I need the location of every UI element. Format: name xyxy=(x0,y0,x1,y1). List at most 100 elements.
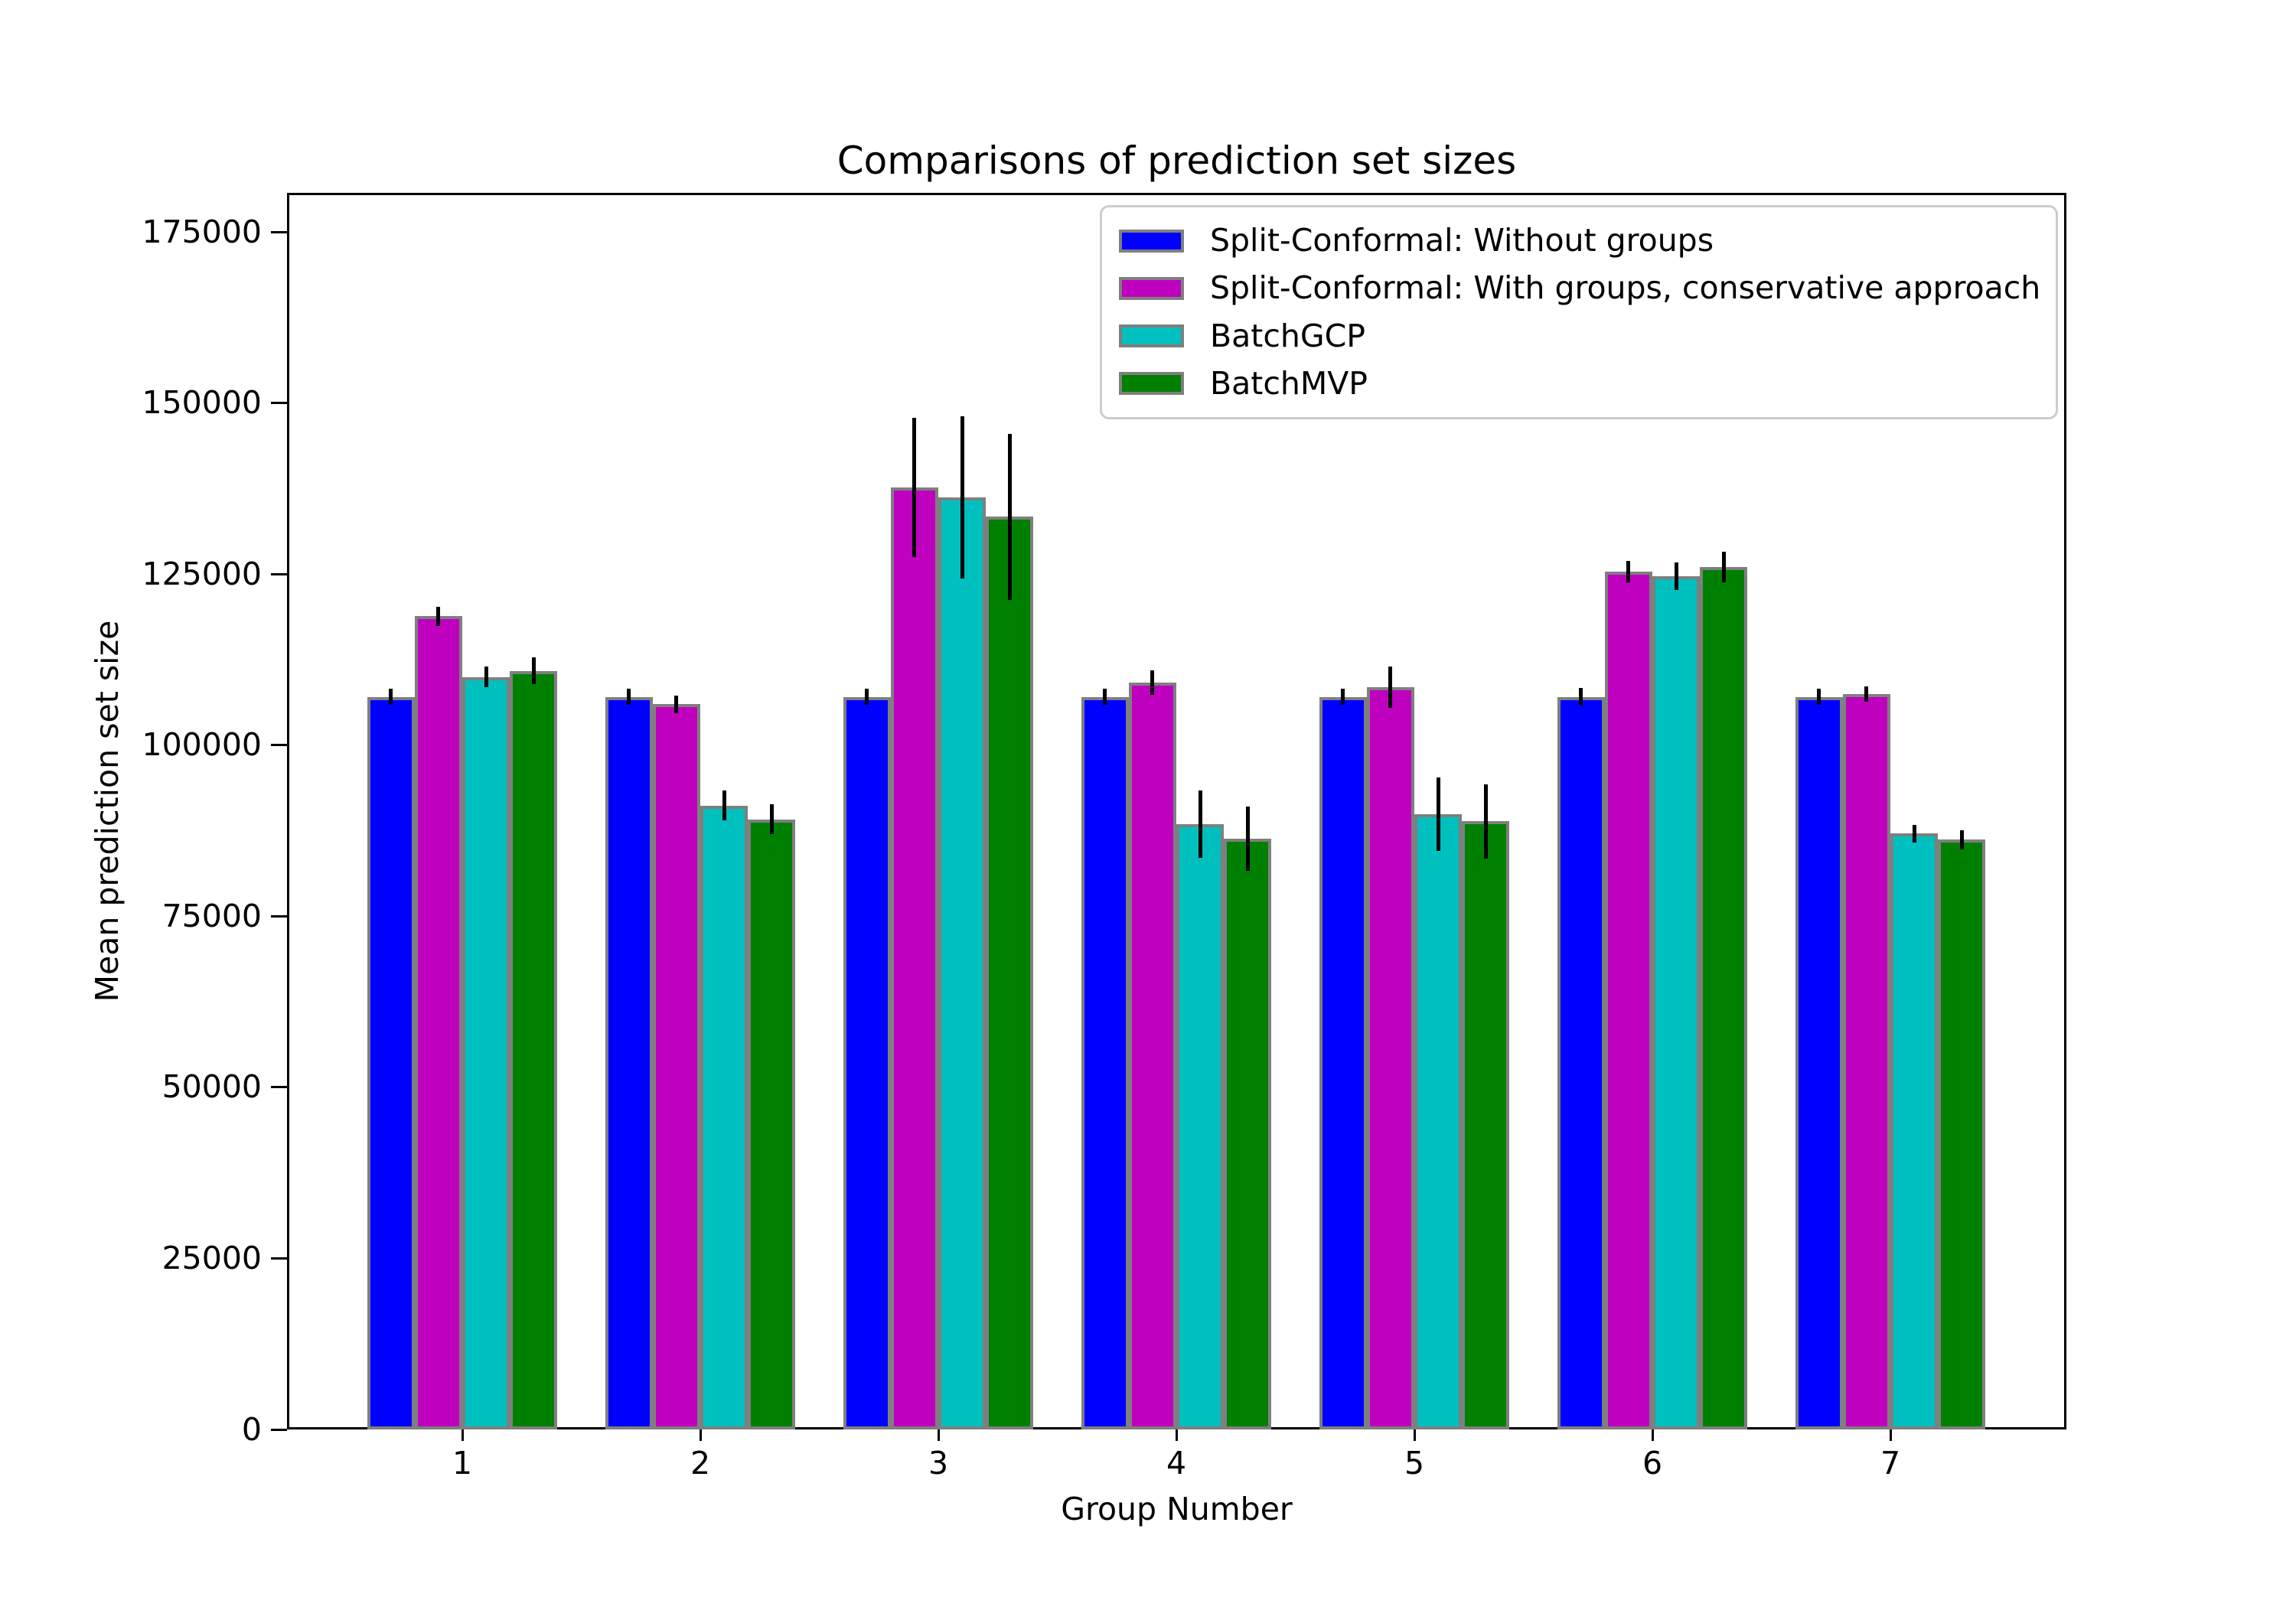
y-tick-label: 25000 xyxy=(161,1239,262,1276)
bar-batchgcp-group-3 xyxy=(938,497,986,1430)
bar-split-conformal-with-groups-conservative-approach-group-4 xyxy=(1128,682,1176,1429)
legend-swatch-icon xyxy=(1119,372,1184,396)
y-tick-mark xyxy=(271,744,287,747)
legend-label: Split-Conformal: With groups, conservati… xyxy=(1210,269,2041,307)
legend-swatch-icon xyxy=(1119,276,1184,300)
error-bar xyxy=(1388,667,1393,708)
legend-row: BatchGCP xyxy=(1119,318,2048,355)
x-tick-label: 6 xyxy=(1642,1445,1663,1482)
y-tick-mark xyxy=(271,1428,287,1431)
legend-label: BatchGCP xyxy=(1210,317,1365,354)
error-bar xyxy=(1483,784,1488,859)
bar-split-conformal-without-groups-group-2 xyxy=(605,696,653,1429)
error-bar xyxy=(389,689,393,705)
error-bar xyxy=(436,606,441,626)
bar-batchgcp-group-4 xyxy=(1176,823,1224,1429)
bar-split-conformal-without-groups-group-3 xyxy=(843,696,891,1429)
error-bar xyxy=(1626,560,1631,583)
bar-split-conformal-with-groups-conservative-approach-group-5 xyxy=(1366,687,1414,1429)
error-bar xyxy=(865,689,869,705)
error-bar xyxy=(1579,688,1583,706)
error-bar xyxy=(484,667,488,687)
bar-split-conformal-with-groups-conservative-approach-group-7 xyxy=(1842,693,1890,1429)
y-tick-label: 150000 xyxy=(142,384,262,422)
error-bar xyxy=(1817,689,1821,705)
x-axis-label: Group Number xyxy=(1061,1491,1293,1527)
error-bar xyxy=(1150,670,1155,695)
y-tick-mark xyxy=(271,914,287,918)
y-tick-label: 75000 xyxy=(161,897,262,934)
bar-split-conformal-without-groups-group-7 xyxy=(1795,696,1843,1429)
error-bar xyxy=(722,790,726,820)
error-bar xyxy=(1864,686,1869,702)
error-bar xyxy=(1245,807,1250,872)
y-tick-label: 0 xyxy=(241,1410,262,1448)
x-tick-mark xyxy=(1175,1429,1178,1441)
y-tick-mark xyxy=(271,572,287,575)
error-bar xyxy=(1959,830,1964,849)
x-tick-mark xyxy=(1413,1429,1416,1441)
x-tick-mark xyxy=(699,1429,702,1441)
bar-split-conformal-without-groups-group-6 xyxy=(1557,696,1605,1429)
y-tick-label: 100000 xyxy=(142,726,262,764)
error-bar xyxy=(1721,551,1726,582)
error-bar xyxy=(1103,689,1107,705)
bar-split-conformal-without-groups-group-4 xyxy=(1081,696,1129,1429)
y-tick-mark xyxy=(271,1257,287,1260)
x-tick-label: 5 xyxy=(1404,1445,1425,1482)
bar-batchgcp-group-7 xyxy=(1890,833,1938,1430)
x-tick-mark xyxy=(1889,1429,1892,1441)
error-bar xyxy=(1674,562,1678,591)
x-tick-label: 3 xyxy=(928,1445,949,1482)
x-tick-mark xyxy=(937,1429,940,1441)
y-tick-mark xyxy=(271,402,287,405)
error-bar xyxy=(1198,790,1202,858)
bar-batchmvp-group-4 xyxy=(1224,839,1272,1430)
error-bar xyxy=(1341,689,1345,705)
bar-batchmvp-group-7 xyxy=(1938,839,1986,1430)
bar-batchgcp-group-2 xyxy=(700,805,748,1429)
legend: Split-Conformal: Without groups Split-Con… xyxy=(1100,205,2058,419)
legend-label: BatchMVP xyxy=(1210,364,1368,402)
x-tick-label: 1 xyxy=(452,1445,473,1482)
y-tick-label: 50000 xyxy=(161,1068,262,1106)
y-tick-label: 175000 xyxy=(142,213,262,250)
bar-batchmvp-group-6 xyxy=(1700,566,1748,1429)
chart-title: Comparisons of prediction set sizes xyxy=(837,139,1517,183)
legend-label: Split-Conformal: Without groups xyxy=(1210,222,1714,259)
y-tick-mark xyxy=(271,1086,287,1089)
legend-swatch-icon xyxy=(1119,324,1184,348)
error-bar xyxy=(1912,824,1916,843)
bar-split-conformal-without-groups-group-5 xyxy=(1319,696,1367,1429)
legend-row: Split-Conformal: With groups, conservati… xyxy=(1119,269,2048,307)
bar-batchmvp-group-2 xyxy=(748,819,796,1429)
bar-split-conformal-with-groups-conservative-approach-group-6 xyxy=(1604,571,1652,1429)
bar-split-conformal-with-groups-conservative-approach-group-3 xyxy=(890,487,938,1429)
bar-batchgcp-group-5 xyxy=(1414,814,1462,1430)
x-tick-label: 2 xyxy=(690,1445,711,1482)
error-bar xyxy=(1007,434,1012,600)
y-tick-mark xyxy=(271,230,287,233)
error-bar xyxy=(960,416,964,579)
error-bar xyxy=(674,695,679,713)
legend-row: BatchMVP xyxy=(1119,365,2048,403)
bar-split-conformal-with-groups-conservative-approach-group-2 xyxy=(652,704,700,1430)
bar-split-conformal-with-groups-conservative-approach-group-1 xyxy=(414,616,462,1430)
bar-batchmvp-group-5 xyxy=(1462,821,1510,1430)
x-tick-label: 7 xyxy=(1880,1445,1901,1482)
bar-batchmvp-group-3 xyxy=(986,517,1034,1430)
error-bar xyxy=(627,689,631,705)
bar-split-conformal-without-groups-group-1 xyxy=(367,696,415,1429)
bar-batchgcp-group-1 xyxy=(462,676,510,1429)
bar-batchgcp-group-6 xyxy=(1652,576,1700,1430)
error-bar xyxy=(912,417,917,558)
x-tick-mark xyxy=(461,1429,464,1441)
legend-swatch-icon xyxy=(1119,229,1184,253)
error-bar xyxy=(531,657,536,684)
error-bar xyxy=(769,804,774,835)
x-tick-label: 4 xyxy=(1166,1445,1187,1482)
bar-batchmvp-group-1 xyxy=(510,670,558,1429)
legend-row: Split-Conformal: Without groups xyxy=(1119,222,2048,259)
error-bar xyxy=(1436,777,1440,852)
